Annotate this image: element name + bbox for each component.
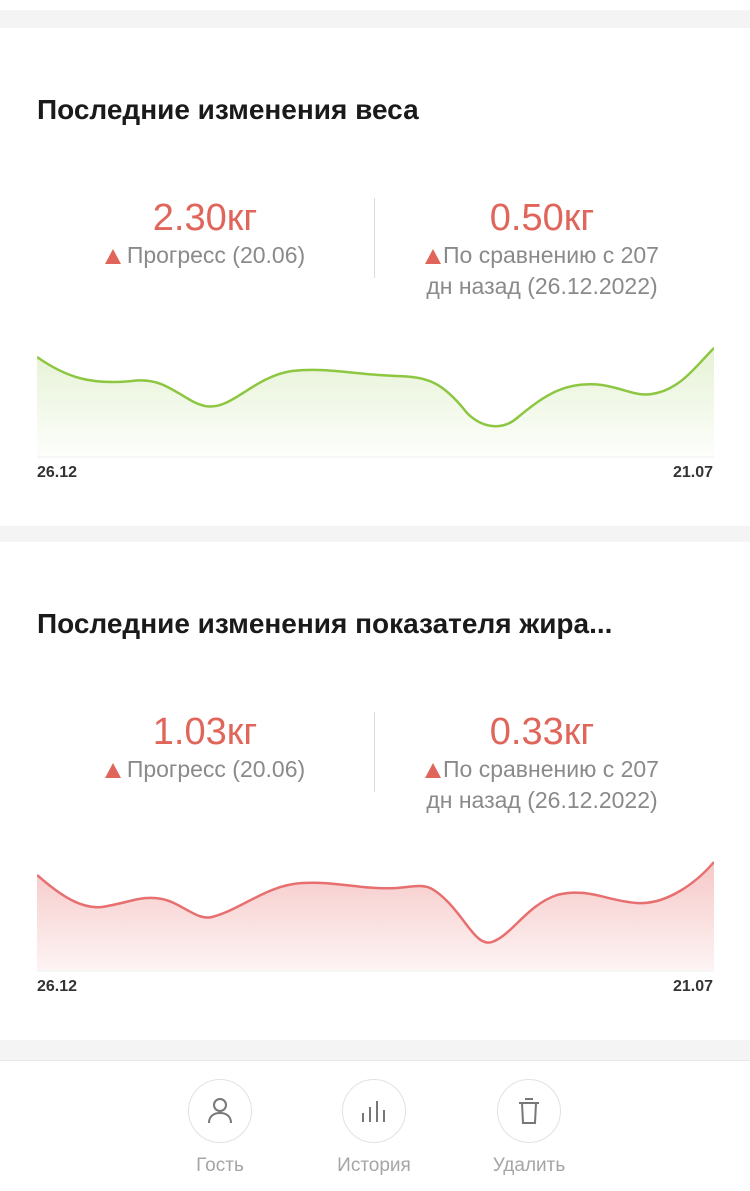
weight-x-end-label: 21.07 xyxy=(672,464,713,481)
stat-divider xyxy=(374,712,375,792)
stat-divider xyxy=(374,198,375,278)
weight-line xyxy=(37,347,714,428)
fat-progress-value: 1.03кг xyxy=(152,711,258,753)
history-button[interactable]: История xyxy=(314,1079,434,1177)
weight-card-title: Последние изменения веса xyxy=(37,94,419,125)
fat-x-start-label: 26.12 xyxy=(37,978,78,995)
up-triangle-icon xyxy=(425,763,442,778)
up-triangle-icon xyxy=(425,249,442,264)
fat-compare-stat: 0.33кг По сравнению с 207 дн назад (26.1… xyxy=(397,710,687,816)
weight-compare-stat: 0.50кг По сравнению с 207 дн назад (26.1… xyxy=(397,196,687,302)
guest-label: Гость xyxy=(196,1155,244,1176)
fat-compare-caption-1: По сравнению с 207 xyxy=(443,756,659,782)
weight-area xyxy=(37,348,714,456)
person-icon xyxy=(208,1098,232,1124)
weight-x-start-label: 26.12 xyxy=(37,464,78,481)
history-label: История xyxy=(337,1155,411,1176)
weight-compare-value: 0.50кг xyxy=(489,197,595,239)
fat-line xyxy=(37,861,714,944)
fat-trend-chart xyxy=(37,857,714,972)
fat-card: Последние изменения показателя жира... 1… xyxy=(0,542,750,1040)
delete-button[interactable]: Удалить xyxy=(469,1079,589,1177)
guest-button[interactable]: Гость xyxy=(160,1079,280,1177)
up-triangle-icon xyxy=(104,249,121,264)
fat-compare-caption-2: дн назад (26.12.2022) xyxy=(426,787,658,813)
bottom-action-bar: Гость История Удалить xyxy=(0,1060,750,1191)
fat-area xyxy=(37,862,714,970)
weight-progress-caption: Прогресс (20.06) xyxy=(126,242,306,268)
weight-compare-caption-1: По сравнению с 207 xyxy=(443,242,659,268)
trash-icon xyxy=(519,1098,539,1124)
fat-progress-caption: Прогресс (20.06) xyxy=(126,756,306,782)
fat-compare-value: 0.33кг xyxy=(489,711,595,753)
weight-progress-value: 2.30кг xyxy=(152,197,258,239)
weight-compare-caption-2: дн назад (26.12.2022) xyxy=(426,273,658,299)
fat-progress-stat: 1.03кг Прогресс (20.06) xyxy=(60,710,350,785)
weight-trend-chart xyxy=(37,343,714,458)
fat-card-title: Последние изменения показателя жира... xyxy=(37,608,613,639)
up-triangle-icon xyxy=(104,763,121,778)
fat-x-end-label: 21.07 xyxy=(672,978,713,995)
delete-label: Удалить xyxy=(492,1155,566,1176)
weight-progress-stat: 2.30кг Прогресс (20.06) xyxy=(60,196,350,271)
weight-card: Последние изменения веса 2.30кг Прогресс… xyxy=(0,28,750,526)
bar-chart-icon xyxy=(362,1101,385,1122)
